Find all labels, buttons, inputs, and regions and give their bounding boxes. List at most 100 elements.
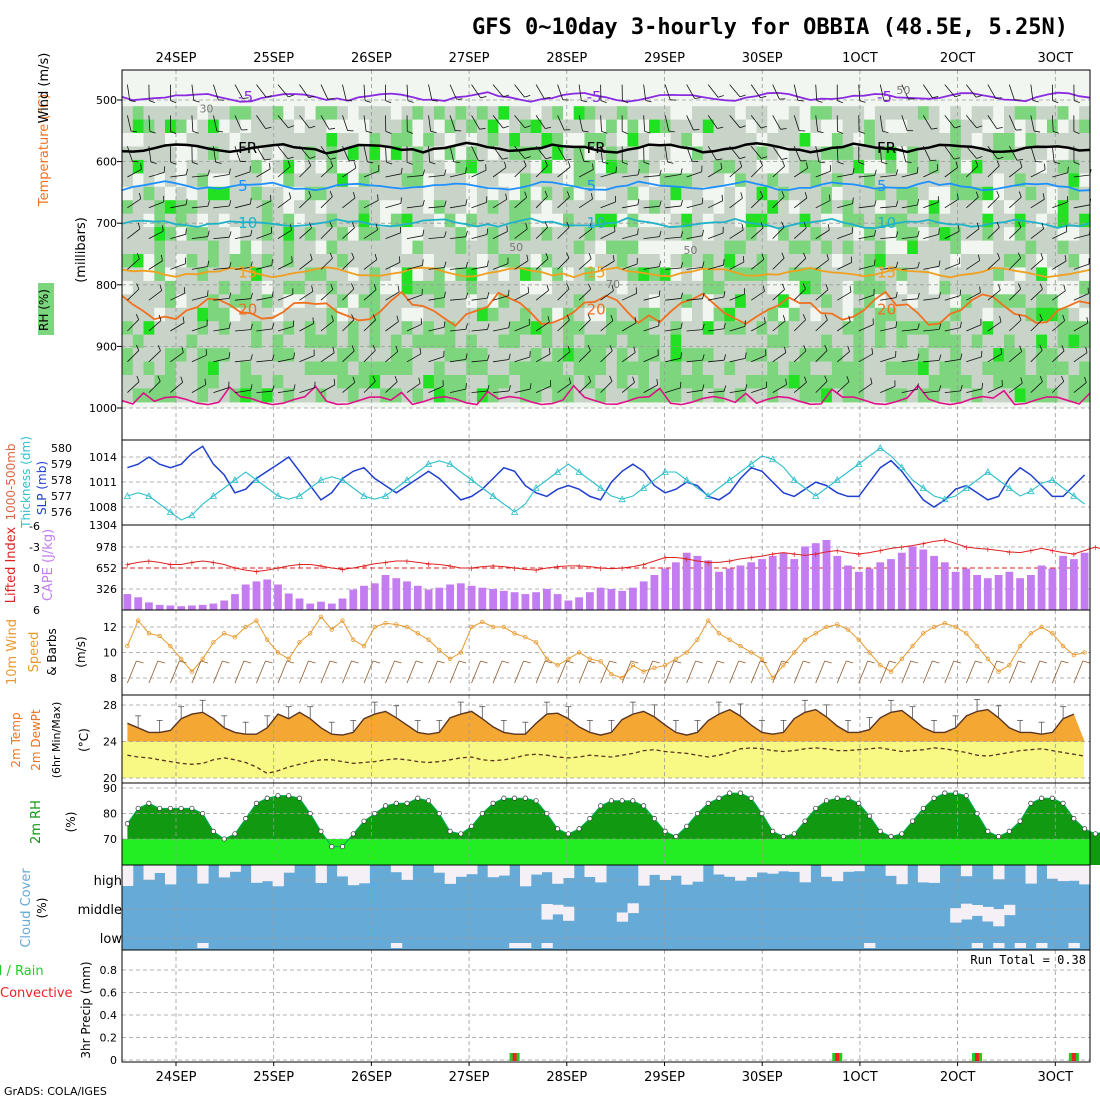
- rh-marker: [996, 833, 1002, 840]
- wind-barb-flag: [932, 95, 939, 99]
- rh-cell: [1025, 375, 1037, 389]
- cloud-low-gap: [1036, 943, 1048, 948]
- rh-cell: [466, 159, 478, 174]
- rh-cell: [950, 240, 962, 255]
- wind-barb: [772, 257, 785, 270]
- wind-barb: [686, 298, 703, 301]
- wind-barb-flag: [759, 160, 763, 166]
- wind-barb-flag: [622, 100, 629, 104]
- rh-cell: [455, 106, 467, 121]
- cloud-mid-gap: [993, 909, 1005, 927]
- rh-cell: [724, 254, 736, 268]
- wind-barb: [406, 175, 423, 178]
- rh-cell: [982, 119, 994, 134]
- cloud-high-gap: [993, 865, 1005, 880]
- wind-barb-flag: [487, 292, 490, 299]
- rh-cell: [315, 294, 327, 309]
- rh-cell: [778, 321, 790, 336]
- rh-cell: [907, 119, 919, 134]
- rh-cell: [885, 334, 897, 349]
- wind-barb-flag: [637, 198, 640, 205]
- wind-speed-marker: [781, 663, 786, 668]
- cloud-high-gap: [724, 865, 736, 877]
- wind-barb-flag: [601, 130, 608, 134]
- rh-marker: [877, 828, 883, 834]
- rh-cell: [745, 119, 758, 134]
- wind-barb: [578, 146, 585, 162]
- wind-barb-flag: [1073, 131, 1080, 134]
- rh-cell: [928, 334, 941, 349]
- cloud-high-gap: [165, 865, 177, 885]
- wind-barb: [256, 390, 273, 393]
- rh-cell: [132, 240, 145, 255]
- wind-speed-marker: [662, 663, 668, 668]
- rh-cell: [218, 213, 231, 228]
- wind-barb: [665, 298, 682, 301]
- rh-marker: [286, 793, 292, 799]
- rh-cell: [552, 375, 564, 389]
- wind-barb-flag: [130, 130, 137, 133]
- thickness-marker: [575, 468, 583, 475]
- wind-barb-10m-flag: [523, 660, 531, 664]
- wind-barb-flag: [207, 200, 210, 207]
- rh-cell: [358, 361, 370, 376]
- rh-cell: [132, 307, 145, 322]
- wind-barb-10m: [514, 660, 524, 684]
- rh-cell: [455, 388, 467, 403]
- rh-cell: [670, 119, 682, 134]
- wind-barb: [621, 382, 635, 393]
- wind-barb-flag: [288, 192, 292, 199]
- rh-cell: [1079, 146, 1091, 161]
- rh-cell: [132, 173, 145, 188]
- wind-barb-flag: [781, 190, 785, 197]
- lifted-index-marker: +: [683, 555, 690, 564]
- rh-cell: [681, 334, 693, 349]
- wind-barb: [923, 233, 939, 239]
- rh-cell: [401, 280, 413, 295]
- wind-barb-10m-flag: [588, 660, 596, 664]
- rh-cell: [283, 307, 295, 322]
- wind-barb-10m: [428, 660, 438, 684]
- rh-cell: [283, 133, 295, 147]
- rh-cell: [455, 159, 467, 174]
- wind-barb-flag: [406, 161, 413, 165]
- rh-cell: [165, 361, 177, 376]
- wind-barb-flag: [680, 322, 683, 329]
- wind-barb-flag: [931, 127, 938, 130]
- wind-barb: [277, 326, 294, 332]
- rh-cell: [444, 254, 457, 268]
- rh-cell: [584, 361, 596, 376]
- wind-barb: [234, 146, 241, 162]
- rh-cell: [175, 106, 188, 121]
- rh-cell: [304, 200, 317, 215]
- rh-cell: [530, 388, 543, 403]
- isotherm-label: 20: [587, 300, 606, 318]
- rh-cell: [971, 254, 984, 268]
- rh-cell: [982, 375, 994, 389]
- wind-speed-marker: [878, 663, 883, 668]
- rh-cell: [821, 267, 833, 282]
- rh-cell: [788, 267, 801, 282]
- rh-cell: [756, 200, 768, 215]
- wind-barb: [213, 115, 218, 132]
- rh-cell: [659, 361, 672, 376]
- wind-barb: [1051, 115, 1054, 132]
- rh-cell: [143, 173, 155, 188]
- rh-cell: [1057, 348, 1070, 363]
- rh-cell: [950, 119, 962, 134]
- rh-cell: [218, 254, 231, 268]
- rh-cell: [649, 173, 661, 188]
- rh-cell: [315, 186, 327, 201]
- wind-speed-marker: [1071, 652, 1077, 658]
- rh-cell: [1057, 200, 1070, 215]
- rh-cell: [218, 133, 231, 147]
- cloud-high-gap: [563, 865, 575, 878]
- rh-cell: [1079, 213, 1091, 228]
- rh-cell: [530, 348, 543, 363]
- rh-cell: [853, 348, 865, 363]
- wind-barb: [858, 383, 873, 393]
- cape-bar: [919, 549, 928, 610]
- rh-cell: [928, 375, 941, 389]
- wind-barb-flag: [1054, 161, 1061, 165]
- rh-cell: [767, 173, 779, 188]
